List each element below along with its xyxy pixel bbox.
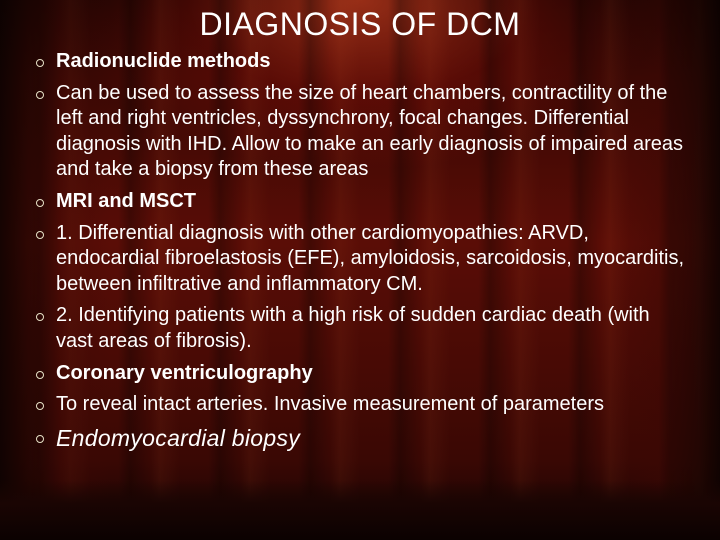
bullet-item: Radionuclide methods bbox=[30, 49, 690, 75]
bullet-list: Radionuclide methods Can be used to asse… bbox=[30, 49, 690, 453]
slide-content: DIAGNOSIS OF DCM Radionuclide methods Ca… bbox=[0, 0, 720, 453]
bullet-text: Endomyocardial biopsy bbox=[56, 425, 300, 451]
bullet-text: Can be used to assess the size of heart … bbox=[56, 82, 683, 181]
bullet-text: Radionuclide methods bbox=[56, 50, 270, 72]
slide-title: DIAGNOSIS OF DCM bbox=[30, 6, 690, 43]
bullet-item: MRI and MSCT bbox=[30, 189, 690, 215]
bullet-text: 2. Identifying patients with a high risk… bbox=[56, 304, 650, 352]
bullet-text: MRI and MSCT bbox=[56, 190, 196, 212]
slide: DIAGNOSIS OF DCM Radionuclide methods Ca… bbox=[0, 0, 720, 540]
bullet-item: Endomyocardial biopsy bbox=[30, 424, 690, 453]
bullet-text: To reveal intact arteries. Invasive meas… bbox=[56, 393, 604, 415]
bullet-text: Coronary ventriculography bbox=[56, 362, 313, 384]
stage-floor bbox=[0, 480, 720, 540]
bullet-item: 1. Differential diagnosis with other car… bbox=[30, 221, 690, 298]
bullet-item: Coronary ventriculography bbox=[30, 361, 690, 387]
bullet-text: 1. Differential diagnosis with other car… bbox=[56, 222, 684, 295]
bullet-item: Can be used to assess the size of heart … bbox=[30, 81, 690, 183]
bullet-item: 2. Identifying patients with a high risk… bbox=[30, 303, 690, 354]
bullet-item: To reveal intact arteries. Invasive meas… bbox=[30, 392, 690, 418]
